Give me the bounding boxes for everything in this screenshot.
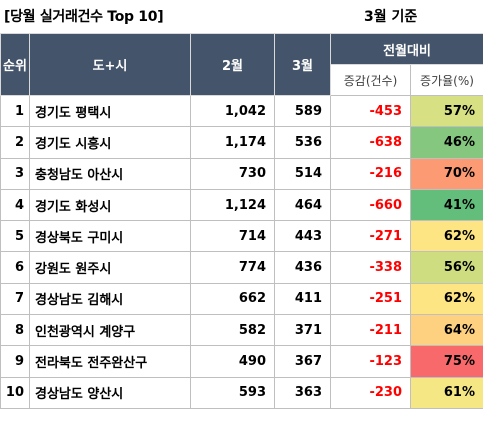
- cell-feb: 730: [190, 157, 275, 190]
- header-feb: 2월: [190, 33, 275, 96]
- cell-rate: 41%: [410, 188, 483, 222]
- table-row: 3 충청남도 아산시 730 514 -216 70%: [0, 157, 483, 190]
- cell-diff: -271: [330, 220, 411, 253]
- header-mom-group: 전월대비: [330, 33, 483, 65]
- header-diff: 증감(건수): [330, 64, 411, 96]
- cell-rank: 5: [0, 220, 30, 253]
- cell-region: 경기도 평택시: [29, 94, 191, 128]
- cell-rate: 70%: [410, 157, 483, 190]
- cell-mar: 367: [274, 345, 331, 378]
- cell-mar: 411: [274, 282, 331, 316]
- cell-mar: 536: [274, 126, 331, 159]
- cell-region: 경상북도 구미시: [29, 220, 191, 253]
- cell-rate: 61%: [410, 376, 483, 409]
- table-row: 9 전라북도 전주완산구 490 367 -123 75%: [0, 345, 483, 378]
- table-row: 10 경상남도 양산시 593 363 -230 61%: [0, 376, 483, 409]
- cell-region: 충청남도 아산시: [29, 157, 191, 190]
- table-row: 2 경기도 시흥시 1,174 536 -638 46%: [0, 126, 483, 159]
- cell-mar: 371: [274, 314, 331, 347]
- table-row: 4 경기도 화성시 1,124 464 -660 41%: [0, 188, 483, 222]
- cell-diff: -638: [330, 126, 411, 159]
- header-region: 도+시: [29, 33, 191, 96]
- cell-mar: 589: [274, 94, 331, 128]
- table-row: 6 강원도 원주시 774 436 -338 56%: [0, 251, 483, 284]
- cell-rate: 62%: [410, 220, 483, 253]
- cell-diff: -123: [330, 345, 411, 378]
- cell-region: 강원도 원주시: [29, 251, 191, 284]
- cell-region: 전라북도 전주완산구: [29, 345, 191, 378]
- cell-feb: 1,124: [190, 188, 275, 222]
- cell-feb: 714: [190, 220, 275, 253]
- cell-region: 경상남도 김해시: [29, 282, 191, 316]
- cell-diff: -216: [330, 157, 411, 190]
- cell-rank: 2: [0, 126, 30, 159]
- cell-mar: 443: [274, 220, 331, 253]
- cell-mar: 514: [274, 157, 331, 190]
- cell-feb: 490: [190, 345, 275, 378]
- cell-diff: -251: [330, 282, 411, 316]
- cell-diff: -660: [330, 188, 411, 222]
- cell-diff: -338: [330, 251, 411, 284]
- cell-feb: 774: [190, 251, 275, 284]
- report-basis-month: 3월 기준: [364, 9, 418, 25]
- cell-rate: 56%: [410, 251, 483, 284]
- cell-rate: 64%: [410, 314, 483, 347]
- report-title: [당월 실거래건수 Top 10]: [4, 9, 164, 25]
- header-rank: 순위: [0, 33, 30, 96]
- cell-rank: 9: [0, 345, 30, 378]
- cell-diff: -230: [330, 376, 411, 409]
- cell-rank: 3: [0, 157, 30, 190]
- table-row: 7 경상남도 김해시 662 411 -251 62%: [0, 282, 483, 316]
- table-row: 1 경기도 평택시 1,042 589 -453 57%: [0, 94, 483, 128]
- cell-feb: 1,174: [190, 126, 275, 159]
- cell-rate: 75%: [410, 345, 483, 378]
- table-row: 8 인천광역시 계양구 582 371 -211 64%: [0, 314, 483, 347]
- cell-rank: 4: [0, 188, 30, 222]
- cell-region: 인천광역시 계양구: [29, 314, 191, 347]
- table-row: 5 경상북도 구미시 714 443 -271 62%: [0, 220, 483, 253]
- table-body: 1 경기도 평택시 1,042 589 -453 57% 2 경기도 시흥시 1…: [0, 94, 483, 409]
- header-rate: 증가율(%): [410, 64, 483, 96]
- cell-rank: 7: [0, 282, 30, 316]
- cell-feb: 1,042: [190, 94, 275, 128]
- cell-mar: 464: [274, 188, 331, 222]
- cell-rank: 8: [0, 314, 30, 347]
- header-mar: 3월: [274, 33, 331, 96]
- cell-mar: 436: [274, 251, 331, 284]
- cell-rank: 1: [0, 94, 30, 128]
- cell-rate: 46%: [410, 126, 483, 159]
- cell-rank: 6: [0, 251, 30, 284]
- cell-diff: -453: [330, 94, 411, 128]
- cell-feb: 593: [190, 376, 275, 409]
- cell-region: 경기도 시흥시: [29, 126, 191, 159]
- cell-rate: 62%: [410, 282, 483, 316]
- cell-diff: -211: [330, 314, 411, 347]
- cell-mar: 363: [274, 376, 331, 409]
- cell-region: 경기도 화성시: [29, 188, 191, 222]
- cell-rate: 57%: [410, 94, 483, 128]
- table-header: 순위 도+시 2월 3월 전월대비 증감(건수) 증가율(%): [0, 33, 483, 96]
- top10-transactions-table: 순위 도+시 2월 3월 전월대비 증감(건수) 증가율(%) 1 경기도 평택…: [0, 33, 483, 409]
- report-title-bar: [당월 실거래건수 Top 10] 3월 기준: [0, 0, 483, 33]
- cell-rank: 10: [0, 376, 30, 409]
- cell-feb: 662: [190, 282, 275, 316]
- cell-feb: 582: [190, 314, 275, 347]
- cell-region: 경상남도 양산시: [29, 376, 191, 409]
